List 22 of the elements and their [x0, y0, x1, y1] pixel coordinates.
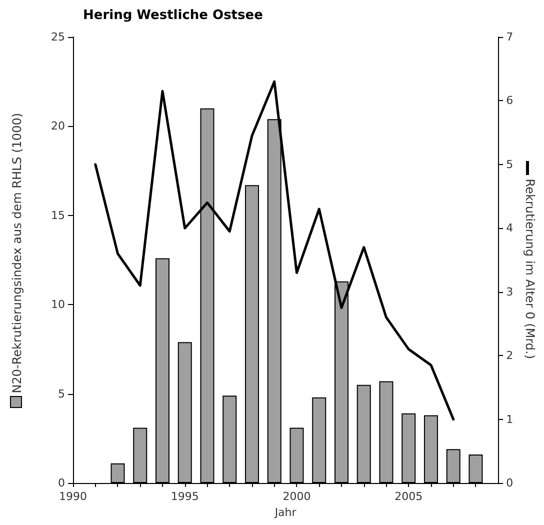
x-axis-title: Jahr	[274, 506, 297, 519]
x-tick-label: 2005	[394, 490, 423, 503]
y-axis-title: N20-Rekrutierungsindex aus dem RHLS (1000)	[10, 112, 24, 398]
y2-axis-title: Rekrutierung im Alter 0 (Mrd.)	[523, 174, 537, 360]
y-tick-label: 0	[58, 476, 65, 490]
y2-tick-label: 3	[506, 285, 514, 298]
y2-tick-label: 2	[506, 349, 514, 362]
x-tick-label: 2000	[282, 490, 311, 503]
chart-title: Hering Westliche Ostsee	[83, 8, 264, 23]
y-tick-label: 15	[51, 208, 65, 222]
y-tick-label: 20	[51, 120, 65, 133]
y-tick-label: 5	[58, 387, 65, 400]
x-tick-label: 1995	[170, 490, 199, 503]
y2-tick-label: 5	[506, 158, 514, 171]
y2-tick-label: 6	[506, 94, 514, 108]
y-tick-label: 10	[51, 298, 65, 312]
y2-tick-label: 4	[506, 222, 514, 235]
y2-tick-label: 1	[506, 412, 514, 426]
y2-tick-label: 0	[506, 476, 514, 490]
x-tick-label: 1990	[59, 490, 87, 503]
y2-tick-label: 7	[506, 30, 514, 44]
y-tick-label: 25	[51, 30, 65, 44]
